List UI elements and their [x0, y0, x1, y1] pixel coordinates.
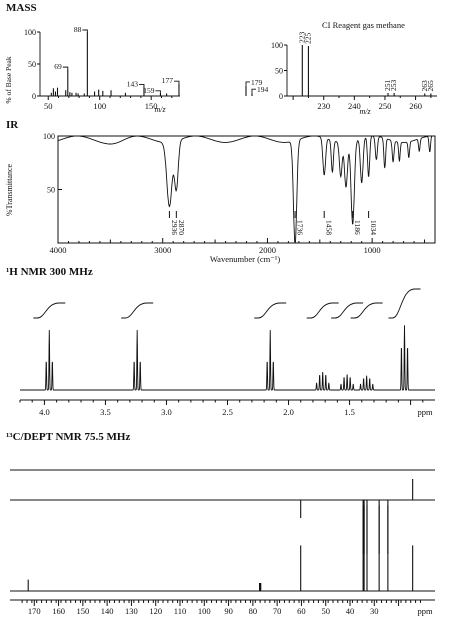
mass-peak-label: 225 — [303, 33, 312, 45]
h-nmr-xtick-label: 2.5 — [222, 407, 233, 417]
c-nmr-xtick-label: 130 — [125, 606, 138, 616]
mass-right-xtick-label: 240 — [348, 101, 361, 111]
mass-peak-label-leader — [251, 88, 256, 94]
ir-title: IR — [6, 119, 19, 131]
c-nmr-xtick-label: 50 — [321, 606, 330, 616]
mass-peak-label: 159 — [143, 86, 155, 95]
h-nmr-integral-curve — [331, 302, 364, 319]
ir-spectrum-line — [57, 135, 435, 243]
mass-peak-label: 88 — [74, 25, 82, 34]
h-nmr-xtick-label: 3.0 — [161, 407, 172, 417]
h-nmr-xtick-label: 4.0 — [39, 407, 50, 417]
mass-left-xlabel: m/z — [154, 105, 166, 114]
h-nmr-integral-curve — [121, 302, 154, 319]
h-nmr-xlabel: ppm — [417, 407, 433, 417]
c-nmr-xtick-label: 140 — [101, 606, 114, 616]
mass-annotation: CI Reagent gas methane — [322, 20, 405, 30]
c-nmr-xtick-label: 100 — [198, 606, 211, 616]
c-nmr-xtick-label: 60 — [297, 606, 306, 616]
c-nmr-xtick-label: 110 — [174, 606, 186, 616]
mass-right-ytick-label: 0 — [279, 92, 283, 101]
c-nmr-xtick-label: 70 — [273, 606, 282, 616]
c-nmr-xtick-label: 40 — [346, 606, 355, 616]
mass-peak-label-leader — [82, 29, 88, 32]
h-nmr-integral-curve — [254, 302, 287, 319]
h-nmr-integral-curve — [388, 288, 421, 319]
ir-ytick-label: 100 — [43, 132, 55, 141]
mass-right-xtick-label: 230 — [317, 101, 330, 111]
mass-left-xtick-label: 150 — [145, 101, 158, 111]
mass-left-ytick-label: 50 — [28, 60, 36, 69]
c-nmr-xlabel: ppm — [417, 606, 433, 616]
mass-right-xtick-label: 260 — [409, 101, 422, 111]
h-nmr-integral-curve — [350, 302, 383, 319]
h-nmr-integral-curve — [306, 302, 339, 319]
h-nmr-title: ¹H NMR 300 MHz — [6, 266, 93, 278]
mass-peak-label-leader — [155, 90, 161, 93]
mass-peak-label-leader — [245, 81, 250, 86]
mass-peak-label: 177 — [162, 76, 174, 85]
mass-peak-label-leader — [62, 66, 69, 70]
ir-band-label: 2870 — [177, 220, 186, 235]
mass-right-xlabel: m/z — [359, 107, 371, 116]
mass-right-axes — [286, 45, 437, 97]
ir-xtick-label: 2000 — [259, 245, 276, 255]
c-nmr-title: ¹³C/DEPT NMR 75.5 MHz — [6, 431, 130, 443]
mass-right-ytick-label: 100 — [271, 41, 283, 50]
mass-peak-label: 265 — [426, 80, 435, 92]
h-nmr-xtick-label: 3.5 — [100, 407, 111, 417]
ir-ylabel: %Transmittance — [5, 163, 14, 216]
mass-ylabel: % of Base Peak — [4, 56, 13, 104]
mass-right-ytick-label: 50 — [275, 67, 283, 76]
ir-ytick-label: 50 — [47, 186, 55, 195]
c-nmr-xtick-label: 30 — [370, 606, 379, 616]
mass-peak-label: 253 — [389, 79, 398, 91]
h-nmr-integral-curve — [33, 302, 66, 319]
ir-band-label: 1034 — [369, 220, 378, 235]
mass-left-xtick-label: 50 — [44, 101, 53, 111]
mass-peak-label-leader — [138, 83, 145, 87]
ir-band-label: 1186 — [353, 220, 362, 235]
c-nmr-xtick-label: 120 — [149, 606, 162, 616]
ir-xlabel: Wavenumber (cm⁻¹) — [210, 254, 280, 264]
ir-xtick-label: 3000 — [154, 245, 171, 255]
mass-left-ytick-label: 100 — [24, 28, 36, 37]
mass-left-xtick-label: 100 — [93, 101, 106, 111]
mass-peak-label: 143 — [127, 79, 139, 88]
ir-band-label: 2936 — [170, 220, 179, 235]
c-nmr-xtick-label: 150 — [76, 606, 89, 616]
mass-peak-label: 223 — [297, 32, 306, 44]
mass-title: MASS — [6, 2, 37, 14]
mass-peak-label-leader — [173, 80, 180, 84]
mass-peak-label: 263 — [420, 80, 429, 92]
ir-band-label: 1458 — [325, 220, 334, 235]
ir-xtick-label: 1000 — [364, 245, 381, 255]
h-nmr-xtick-label: 2.0 — [283, 407, 294, 417]
mass-left-ytick-label: 0 — [32, 92, 36, 101]
c-nmr-xtick-label: 90 — [224, 606, 233, 616]
mass-peak-label: 251 — [383, 79, 392, 91]
mass-peak-label: 194 — [257, 85, 269, 94]
h-nmr-xtick-label: 1.5 — [344, 407, 355, 417]
c-nmr-xtick-label: 80 — [249, 606, 258, 616]
c-nmr-xtick-label: 160 — [52, 606, 65, 616]
ir-xtick-label: 4000 — [50, 245, 67, 255]
ir-band-label: 1736 — [296, 220, 305, 235]
mass-right-xtick-label: 250 — [379, 101, 392, 111]
mass-peak-label: 179 — [251, 78, 263, 87]
mass-peak-label: 69 — [54, 62, 62, 71]
c-nmr-xtick-label: 170 — [28, 606, 41, 616]
h-nmr-spectrum-line — [20, 325, 435, 391]
